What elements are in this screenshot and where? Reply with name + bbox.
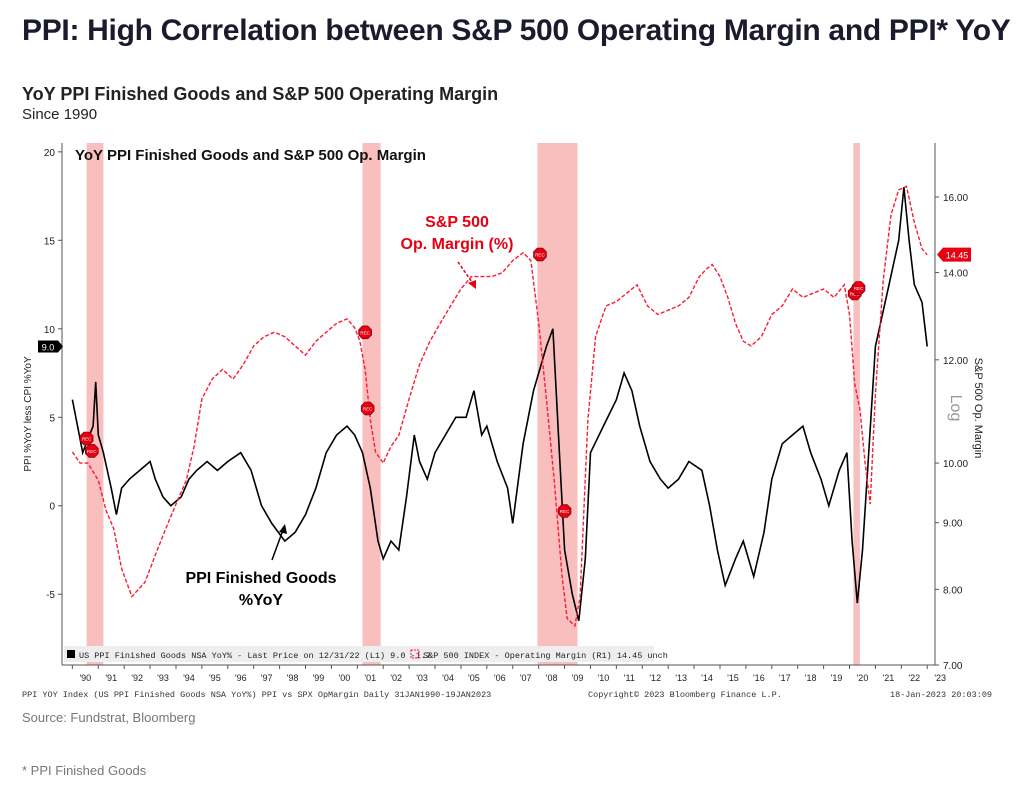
legend-swatch-ppi bbox=[67, 650, 75, 658]
left-tick-label: 5 bbox=[49, 413, 55, 424]
recession-marker bbox=[358, 325, 372, 340]
legend-background bbox=[64, 646, 654, 662]
left-tick-label: 20 bbox=[44, 148, 56, 159]
inner-chart-title: YoY PPI Finished Goods and S&P 500 Op. M… bbox=[75, 147, 426, 164]
recession-marker bbox=[851, 281, 866, 295]
x-tick-label: '01 bbox=[364, 673, 376, 683]
x-tick-label: '04 bbox=[442, 673, 454, 683]
right-tick-label: 10.00 bbox=[943, 459, 968, 470]
x-tick-label: '03 bbox=[416, 673, 428, 683]
x-tick-label: '20 bbox=[857, 673, 869, 683]
x-tick-label: '11 bbox=[624, 673, 635, 683]
x-tick-label: '96 bbox=[235, 673, 247, 683]
x-tick-label: '19 bbox=[831, 673, 843, 683]
x-tick-label: '00 bbox=[338, 673, 350, 683]
right-tick-label: 8.00 bbox=[943, 585, 963, 596]
left-axis-title: PPI %YoY less CPI %YoY bbox=[23, 356, 34, 472]
margin-last-value-label: 14.45 bbox=[946, 251, 969, 261]
x-tick-label: '05 bbox=[468, 673, 480, 683]
recession-marker-label: REC bbox=[535, 252, 545, 257]
recession-marker-label: REC bbox=[87, 449, 97, 454]
legend-swatch-margin bbox=[410, 649, 420, 659]
right-tick-label: 7.00 bbox=[943, 661, 963, 672]
bloomberg-footer-left: PPI YOY Index (US PPI Finished Goods NSA… bbox=[22, 690, 492, 700]
annotation-ppi-arrowhead bbox=[279, 524, 287, 534]
bloomberg-copyright: Copyright© 2023 Bloomberg Finance L.P. bbox=[588, 690, 782, 700]
source-note: Source: Fundstrat, Bloomberg bbox=[22, 710, 196, 725]
recession-marker bbox=[85, 444, 99, 458]
right-tick-label: 14.00 bbox=[943, 269, 968, 280]
left-tick-label: 15 bbox=[44, 236, 56, 247]
x-tick-label: '23 bbox=[934, 673, 946, 683]
x-tick-label: '14 bbox=[701, 673, 713, 683]
recession-marker bbox=[557, 504, 572, 518]
x-tick-label: '09 bbox=[572, 673, 584, 683]
x-tick-label: '90 bbox=[79, 673, 91, 683]
right-tick-label: 12.00 bbox=[943, 356, 968, 367]
x-tick-label: '07 bbox=[520, 673, 532, 683]
left-tick-label: -5 bbox=[46, 590, 55, 601]
right-tick-label: 9.00 bbox=[943, 519, 963, 530]
ppi-last-value-label: 9.0 bbox=[42, 342, 55, 352]
right-tick-label: 16.00 bbox=[943, 193, 968, 204]
legend-entry-margin: S&P 500 INDEX - Operating Margin (R1) 14… bbox=[423, 651, 668, 661]
x-tick-label: '18 bbox=[805, 673, 817, 683]
left-tick-label: 10 bbox=[44, 325, 56, 336]
recession-band bbox=[853, 143, 860, 665]
bloomberg-timestamp: 18-Jan-2023 20:03:09 bbox=[890, 690, 993, 700]
right-axis-scale-label: Log bbox=[947, 395, 964, 422]
annotation-margin-line2: Op. Margin (%) bbox=[401, 236, 514, 253]
x-tick-label: '93 bbox=[157, 673, 169, 683]
x-tick-label: '95 bbox=[209, 673, 221, 683]
left-tick-label: 0 bbox=[49, 502, 55, 513]
x-tick-label: '02 bbox=[390, 673, 402, 683]
x-tick-label: '12 bbox=[649, 673, 661, 683]
right-axis-title: S&P 500 Op. Margin bbox=[972, 358, 984, 459]
recession-marker-label: REC bbox=[560, 509, 570, 514]
annotation-margin-line1: S&P 500 bbox=[425, 214, 489, 231]
page-title: PPI: High Correlation between S&P 500 Op… bbox=[22, 14, 1011, 47]
x-tick-label: '13 bbox=[675, 673, 687, 683]
recession-marker bbox=[79, 431, 94, 446]
x-tick-label: '06 bbox=[494, 673, 506, 683]
recession-marker-label: REC bbox=[82, 437, 92, 442]
series-line-margin bbox=[71, 185, 928, 628]
x-tick-label: '15 bbox=[727, 673, 739, 683]
annotation-ppi-arrow bbox=[271, 529, 284, 561]
x-tick-label: '21 bbox=[883, 673, 895, 683]
recession-marker bbox=[533, 247, 547, 262]
footnote: * PPI Finished Goods bbox=[22, 763, 147, 778]
x-tick-label: '94 bbox=[183, 673, 195, 683]
x-tick-label: '92 bbox=[131, 673, 143, 683]
x-tick-label: '10 bbox=[598, 673, 610, 683]
x-tick-label: '98 bbox=[287, 673, 299, 683]
chart-subtitle: Since 1990 bbox=[22, 106, 98, 123]
recession-marker-label: REC bbox=[363, 406, 373, 411]
chart-title: YoY PPI Finished Goods and S&P 500 Opera… bbox=[22, 84, 499, 104]
margin-last-value-tag bbox=[937, 247, 971, 262]
recession-marker-label: REC bbox=[854, 286, 864, 291]
x-tick-label: '22 bbox=[908, 673, 920, 683]
x-tick-label: '99 bbox=[313, 673, 325, 683]
x-tick-label: '17 bbox=[779, 673, 791, 683]
x-tick-label: '08 bbox=[546, 673, 558, 683]
series-line-ppi bbox=[71, 187, 928, 621]
annotation-margin-arrowhead bbox=[468, 280, 476, 289]
annotation-ppi-line2: %YoY bbox=[239, 592, 283, 609]
x-tick-label: '16 bbox=[753, 673, 765, 683]
annotation-margin-arrow bbox=[457, 261, 475, 286]
recession-marker-label: REC bbox=[360, 330, 370, 335]
annotation-ppi-line1: PPI Finished Goods bbox=[185, 570, 336, 587]
chart-canvas: -5 0 5 10 15 20 7.00 8.00 9.00 10.00 12.00 14.00 16.… bbox=[23, 143, 984, 683]
recession-marker bbox=[360, 401, 375, 416]
x-tick-label: '97 bbox=[261, 673, 273, 683]
legend-entry-ppi: US PPI Finished Goods NSA YoY% - Last Pr… bbox=[79, 651, 431, 661]
x-tick-label: '91 bbox=[105, 673, 117, 683]
ppi-last-value-tag bbox=[38, 340, 63, 353]
